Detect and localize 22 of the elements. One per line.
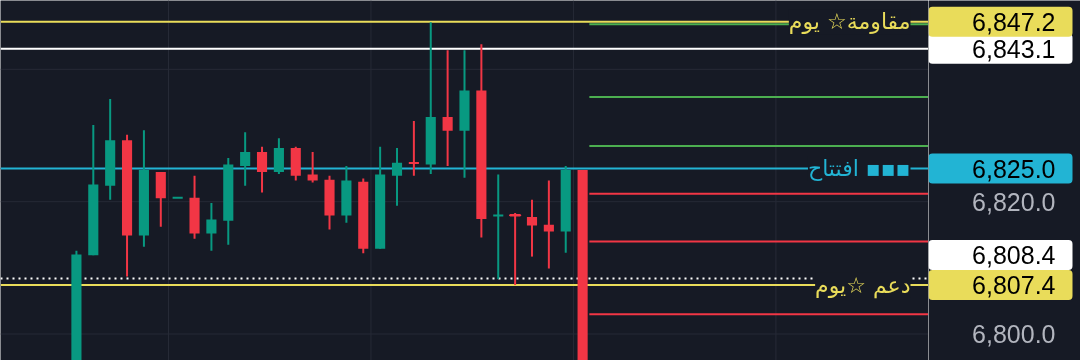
y-tick-label: 6,800.0 (972, 320, 1056, 349)
y-tick-label: 6,825.0 (972, 154, 1056, 183)
candlestick (240, 131, 251, 187)
ref-line-label: دعم ☆يوم (815, 272, 911, 299)
y-tick-label: 6,843.1 (972, 34, 1056, 63)
candlestick (307, 151, 318, 184)
candlestick (206, 202, 217, 252)
candlestick (442, 49, 453, 167)
candlestick (492, 173, 505, 281)
candlestick (256, 145, 268, 194)
candlestick (273, 137, 284, 175)
candlestick (526, 198, 538, 258)
y-tick-label: 6,847.2 (972, 7, 1056, 36)
y-tick-label: 6,820.0 (972, 187, 1056, 216)
candlestick (509, 211, 522, 287)
ref-line-label: افتتاح ▪▪▪ (807, 156, 911, 182)
ref-line-label: مقاومة☆ يوم (788, 9, 911, 35)
candlestick (391, 147, 403, 207)
candlestick (408, 119, 419, 177)
candlestick (543, 179, 554, 270)
ref-line-label: 6,808.4 (972, 241, 1056, 270)
y-tick-label: 6,807.4 (972, 271, 1056, 300)
